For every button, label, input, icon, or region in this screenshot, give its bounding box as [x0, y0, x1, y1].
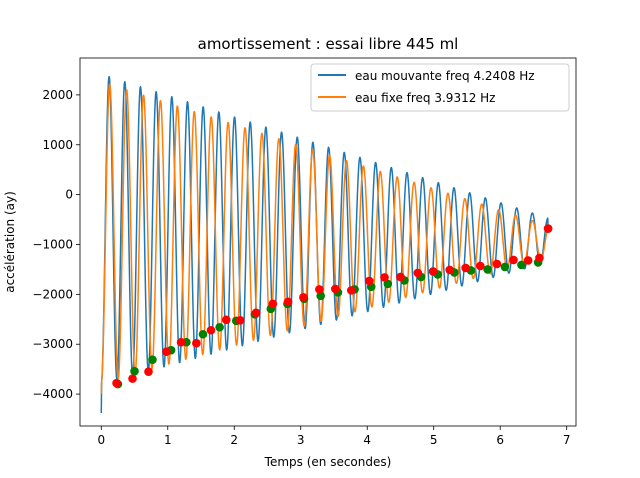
marker-point — [413, 268, 423, 278]
y-axis: −4000 −3000 −2000 −1000 0 1000 2000 — [32, 88, 80, 401]
marker-point — [445, 265, 454, 275]
marker-point — [346, 286, 356, 295]
marker-point — [251, 308, 261, 318]
marker-point — [428, 267, 438, 276]
marker-point — [315, 285, 324, 294]
marker-point — [316, 291, 325, 301]
x-tick-label: 4 — [363, 433, 371, 447]
marker-point — [483, 265, 492, 274]
marker-point — [112, 378, 121, 388]
y-tick-label: 1000 — [42, 138, 73, 152]
x-tick-label: 0 — [97, 433, 105, 447]
x-tick-label: 1 — [164, 433, 172, 447]
marker-point — [475, 261, 485, 271]
x-tick-label: 5 — [430, 433, 438, 447]
x-tick-label: 6 — [496, 433, 504, 447]
x-axis-label: Temps (en secondes) — [264, 455, 392, 469]
legend: eau mouvante freq 4.2408 Hz eau fixe fre… — [310, 63, 570, 112]
marker-point — [206, 325, 216, 335]
y-tick-label: 2000 — [42, 88, 73, 102]
y-tick-label: −1000 — [32, 237, 73, 251]
marker-point — [535, 253, 544, 263]
y-tick-label: −4000 — [32, 387, 73, 401]
marker-point — [283, 297, 293, 307]
y-tick-label: 0 — [65, 188, 73, 202]
marker-point — [221, 315, 231, 325]
marker-point — [144, 367, 153, 376]
series-line — [100, 83, 549, 395]
marker-point — [396, 272, 405, 282]
x-tick-label: 3 — [297, 433, 305, 447]
marker-point — [517, 260, 526, 270]
plot-area — [80, 58, 576, 426]
marker-point — [268, 299, 278, 309]
marker-point — [198, 329, 208, 339]
legend-entry: eau fixe freq 3.9312 Hz — [355, 91, 495, 105]
marker-point — [331, 284, 340, 294]
marker-point — [383, 279, 393, 289]
marker-point — [500, 262, 510, 272]
legend-box — [310, 63, 570, 112]
marker-point — [299, 293, 308, 302]
marker-point — [128, 374, 137, 383]
marker-point — [235, 315, 245, 325]
marker-point — [215, 322, 224, 332]
legend-entry: eau mouvante freq 4.2408 Hz — [355, 69, 535, 83]
chart-title: amortissement : essai libre 445 ml — [198, 35, 459, 53]
series-layer — [100, 76, 549, 414]
marker-point — [543, 224, 553, 233]
marker-layer — [112, 224, 553, 389]
marker-point — [162, 347, 171, 357]
marker-point — [192, 338, 201, 348]
marker-point — [176, 337, 186, 347]
marker-point — [509, 255, 518, 265]
marker-point — [523, 256, 533, 265]
y-tick-label: −2000 — [32, 287, 73, 301]
marker-point — [130, 366, 139, 376]
y-axis-label: accélération (ay) — [3, 191, 17, 293]
marker-point — [148, 355, 157, 364]
marker-point — [492, 259, 502, 269]
y-tick-label: −3000 — [32, 337, 73, 351]
marker-point — [461, 263, 470, 273]
plot-frame — [79, 57, 577, 427]
x-axis: 0 1 2 3 4 5 6 7 — [97, 426, 571, 447]
marker-point — [380, 273, 389, 282]
x-tick-label: 2 — [230, 433, 238, 447]
x-tick-label: 7 — [563, 433, 571, 447]
marker-point — [364, 276, 374, 286]
